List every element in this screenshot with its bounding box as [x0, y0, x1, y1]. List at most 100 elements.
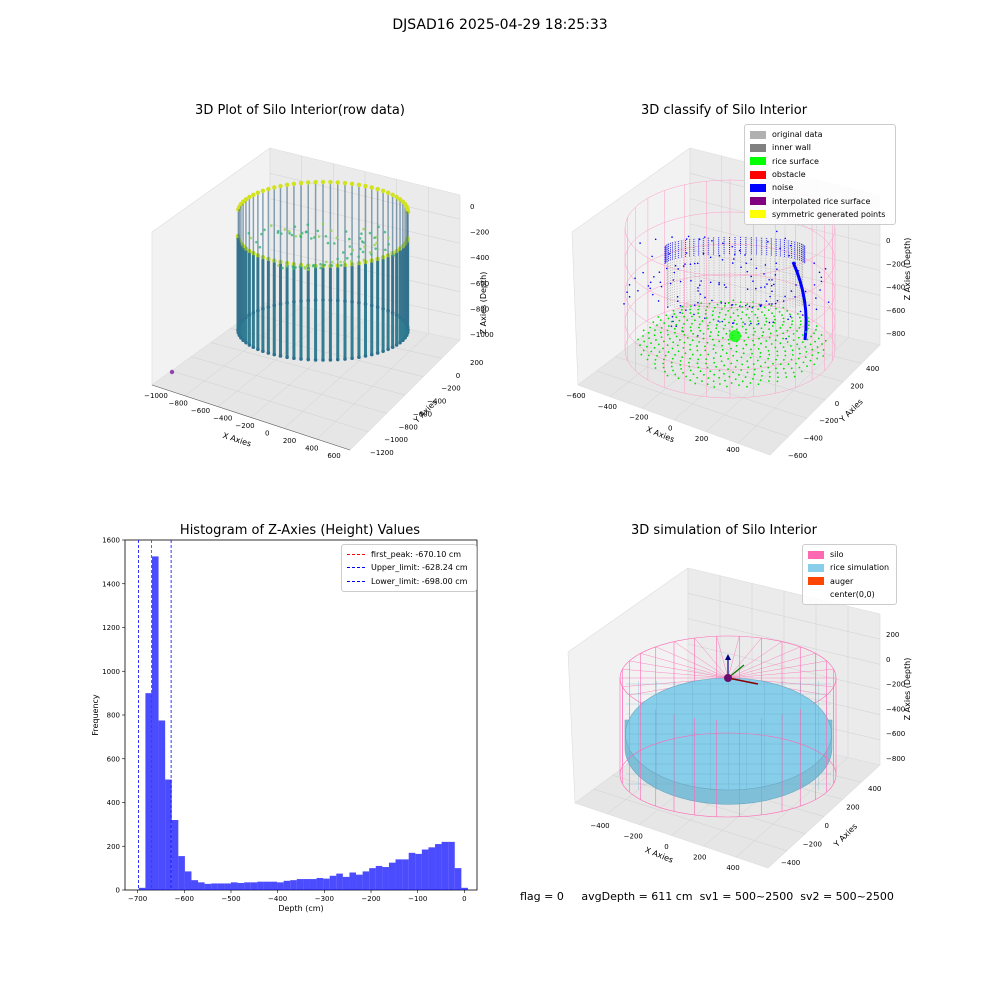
classify-rice-point — [793, 375, 796, 378]
classify-rice-point — [790, 316, 793, 319]
classify-noise-point — [755, 267, 758, 270]
raw-bottom-point — [251, 345, 256, 350]
histogram-y-tick-label: 1000 — [102, 668, 120, 676]
classify-noise-point — [827, 301, 830, 303]
raw-inner-point — [263, 228, 266, 232]
raw-inner-point — [387, 243, 390, 246]
classify-rice-point — [770, 343, 773, 345]
classify-rice-point — [787, 363, 790, 366]
histogram-x-tick-label: −600 — [175, 895, 194, 903]
classify-rice-point — [662, 362, 665, 365]
legend-label: rice surface — [772, 156, 819, 166]
classify-rice-point — [730, 347, 732, 350]
histogram-bar — [408, 852, 416, 890]
raw-inner-point — [249, 236, 253, 240]
raw-bottom-point — [401, 317, 405, 322]
classify-rice-point — [817, 337, 820, 340]
classify-rice-point — [725, 332, 728, 335]
classify-rice-point — [718, 340, 721, 343]
classify-rice-point — [745, 331, 747, 334]
histogram-bar — [145, 693, 152, 890]
classify-rice-point — [682, 346, 685, 349]
raw-top-point — [349, 181, 355, 187]
legend-swatch — [808, 550, 824, 559]
classify-rice-point — [751, 352, 753, 355]
simulation-silo-wireframe-front — [619, 678, 837, 818]
classify-rice-point — [734, 366, 737, 368]
histogram-bar — [204, 883, 212, 890]
classify-rice-point — [718, 321, 721, 323]
raw-inner-point — [312, 236, 316, 239]
classify-rice-point — [815, 325, 818, 328]
simulation-y-tick: 400 — [868, 785, 881, 793]
raw-top-point — [335, 180, 340, 185]
classify-rice-point — [719, 355, 722, 358]
classify-rice-point — [791, 353, 794, 356]
classify-rice-point — [742, 352, 745, 355]
classify-rice-point — [800, 370, 803, 373]
raw-bottom-point — [328, 298, 333, 302]
classify-rice-point — [745, 343, 748, 346]
raw-inner-point — [358, 247, 362, 251]
classify-rice-point — [821, 343, 823, 345]
classify-noise-point — [669, 282, 672, 285]
simulation-roof-line — [640, 653, 729, 679]
classify-rice-point — [733, 319, 736, 322]
classify-rice-point — [689, 357, 691, 360]
classify-rice-point — [760, 342, 762, 345]
classify-rice-point — [670, 320, 673, 323]
classify-rice-point — [741, 363, 744, 366]
sv1-value: sv1 = 500~2500 — [699, 890, 794, 903]
classify-rice-point — [688, 361, 690, 364]
classify-z-axis-label: Z Axies (Depth) — [903, 238, 912, 301]
classify-rice-point — [759, 355, 762, 358]
classify-noise-point — [697, 287, 699, 289]
raw-inner-point — [339, 264, 343, 267]
raw-panel-title: 3D Plot of Silo Interior(row data) — [195, 103, 405, 118]
classify-rice-point — [779, 342, 782, 345]
classify-rice-point — [732, 371, 734, 374]
histogram-bar — [382, 867, 389, 890]
classify-rice-point — [680, 309, 683, 311]
histogram-x-tick-label: −200 — [361, 895, 380, 903]
histogram-legend-item: first_peak: -670.10 cm — [347, 548, 471, 561]
classify-rice-point — [720, 300, 722, 303]
classify-rice-point — [796, 313, 799, 315]
raw-inner-point — [333, 242, 336, 245]
classify-rice-point — [745, 313, 748, 316]
classify-rice-point — [689, 308, 692, 311]
classify-rice-point — [683, 323, 685, 325]
classify-rice-point — [776, 372, 779, 374]
classify-rice-point — [735, 350, 738, 353]
classify-noise-point — [818, 271, 821, 274]
classify-rice-point — [776, 354, 779, 357]
raw-bottom-point — [335, 298, 340, 303]
classify-rice-point — [660, 336, 663, 339]
classify-rice-point — [708, 302, 711, 305]
classify-rice-point — [824, 339, 827, 342]
raw-x-tick: 200 — [283, 437, 296, 445]
classify-rice-point — [665, 314, 668, 317]
raw-bottom-point — [390, 345, 395, 350]
classify-rice-point — [749, 382, 752, 384]
classify-rice-point — [681, 326, 684, 329]
classify-rice-point — [782, 346, 785, 349]
classify-noise-point — [808, 304, 810, 307]
legend-item: inner wall — [750, 141, 890, 154]
classify-noise-point — [804, 290, 807, 293]
raw-bottom-point — [350, 300, 354, 304]
classify-rice-point — [728, 375, 731, 378]
classify-noise-point — [764, 264, 767, 266]
classify-rice-point — [696, 349, 699, 352]
classify-noise-point — [789, 315, 792, 318]
raw-bottom-point — [369, 303, 374, 308]
classify-rice-point — [683, 341, 686, 344]
classify-y-tick: −400 — [804, 435, 823, 443]
raw-bottom-point — [292, 356, 296, 360]
raw-inner-point — [287, 229, 291, 233]
legend-label: original data — [772, 130, 823, 140]
classify-noise-point — [647, 285, 650, 287]
classify-rice-point — [728, 329, 731, 332]
